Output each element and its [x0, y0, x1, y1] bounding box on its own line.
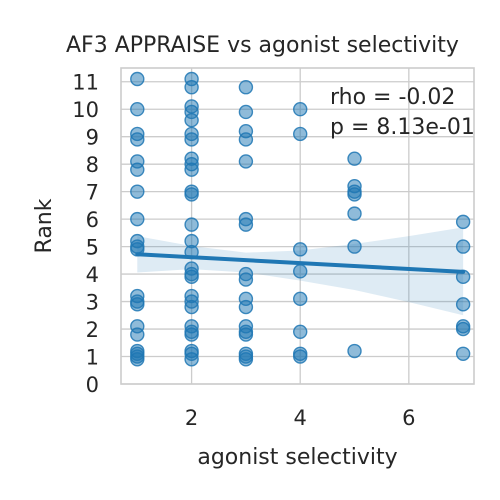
data-point-13	[130, 297, 145, 312]
data-point-5	[130, 162, 145, 177]
data-point-69	[293, 324, 308, 339]
data-point-68	[293, 291, 308, 307]
y-tick-label-3: 3	[86, 291, 99, 315]
regression-line-layer	[135, 252, 466, 274]
data-point-64	[293, 102, 308, 117]
y-tick-label-9: 9	[86, 126, 99, 150]
y-tick-label-11: 11	[72, 71, 99, 95]
data-point-63	[238, 352, 254, 367]
x-tick-labels: 2 4 6	[185, 406, 416, 430]
x-tick-label-6: 6	[402, 406, 415, 430]
data-point-31	[184, 187, 199, 202]
data-point-76	[347, 206, 362, 221]
data-point-65	[293, 126, 308, 142]
data-point-82	[455, 297, 471, 312]
y-tick-label-8: 8	[86, 153, 99, 177]
data-point-19	[130, 352, 145, 367]
data-point-26	[184, 132, 199, 147]
data-point-7	[130, 211, 145, 227]
data-point-50	[238, 132, 254, 147]
data-point-72	[347, 151, 362, 166]
y-tick-label-10: 10	[72, 98, 99, 122]
data-point-29	[184, 162, 199, 177]
y-tick-label-0: 0	[86, 373, 99, 397]
data-point-40	[184, 299, 199, 315]
data-point-37	[184, 269, 199, 285]
data-point-0	[130, 71, 145, 87]
y-tick-label-2: 2	[86, 318, 99, 342]
p-value-annotation: p = 8.13e-01	[330, 115, 475, 140]
data-point-67	[293, 264, 308, 279]
y-tick-label-1: 1	[86, 346, 99, 370]
data-point-84	[455, 321, 471, 337]
data-point-71	[293, 349, 308, 364]
data-point-43	[184, 327, 199, 342]
data-point-3	[130, 132, 145, 147]
data-point-47	[238, 80, 254, 95]
x-tick-label-4: 4	[294, 406, 307, 430]
data-point-46	[184, 352, 199, 367]
data-point-85	[455, 346, 471, 361]
data-point-15	[130, 327, 145, 342]
y-tick-label-4: 4	[86, 263, 99, 287]
data-point-24	[184, 113, 199, 128]
x-tick-label-2: 2	[185, 406, 198, 430]
x-axis-label: agonist selectivity	[197, 445, 397, 470]
data-point-32	[184, 217, 199, 232]
data-point-21	[184, 80, 199, 95]
y-axis-label: Rank	[32, 198, 57, 253]
data-point-55	[238, 272, 254, 287]
data-point-80	[455, 239, 471, 254]
data-point-48	[238, 104, 254, 120]
data-point-60	[238, 327, 254, 342]
chart-title: AF3 APPRAISE vs agonist selectivity	[66, 33, 459, 58]
data-point-53	[238, 217, 254, 232]
data-point-75	[347, 187, 362, 202]
data-point-1	[130, 102, 145, 117]
y-tick-label-7: 7	[86, 181, 99, 205]
data-point-57	[238, 299, 254, 315]
data-point-6	[130, 184, 145, 199]
data-point-79	[455, 214, 471, 230]
plot-frame	[120, 67, 475, 385]
data-point-78	[347, 343, 362, 359]
y-tick-label-5: 5	[86, 236, 99, 260]
rho-annotation: rho = -0.02	[330, 85, 455, 110]
y-tick-label-6: 6	[86, 208, 99, 232]
data-point-51	[238, 154, 254, 169]
data-point-77	[347, 239, 362, 254]
y-tick-labels: 0 1 2 3 4 5 6 7 8 9 10 11	[72, 71, 99, 397]
data-point-66	[293, 242, 308, 257]
regression-line	[135, 252, 466, 274]
